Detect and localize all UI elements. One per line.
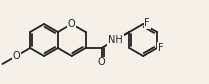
Text: O: O (98, 57, 105, 67)
Text: O: O (68, 19, 75, 29)
Text: O: O (13, 51, 20, 61)
Text: NH: NH (108, 35, 123, 45)
Text: F: F (144, 18, 150, 28)
Text: F: F (158, 43, 164, 53)
